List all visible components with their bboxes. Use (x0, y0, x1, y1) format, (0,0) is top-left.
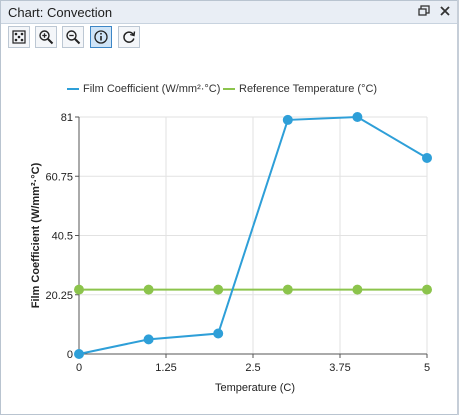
restore-window-icon[interactable] (416, 4, 432, 20)
data-point-film-coefficient[interactable] (352, 112, 363, 122)
x-tick-label: 1.25 (155, 362, 176, 374)
zoom-in-icon (39, 30, 54, 45)
data-point-reference-temperature[interactable] (74, 284, 84, 295)
data-point-film-coefficient[interactable] (143, 334, 154, 345)
panel-edge (457, 0, 459, 415)
chart-toolbar (1, 24, 458, 52)
data-point-film-coefficient[interactable] (213, 328, 224, 339)
legend-label-film: Film Coefficient (W/mm²·°C) (83, 83, 221, 95)
refresh-button[interactable] (118, 26, 140, 48)
close-icon[interactable] (437, 4, 453, 20)
window-title: Chart: Convection (8, 5, 113, 20)
window-titlebar[interactable]: Chart: Convection (1, 1, 458, 24)
data-point-reference-temperature[interactable] (143, 284, 154, 295)
x-tick-label: 5 (424, 362, 430, 374)
x-tick-label: 2.5 (245, 362, 260, 374)
zoom-out-button[interactable] (62, 26, 84, 48)
y-tick-label: 20.25 (45, 290, 73, 302)
x-tick-label: 0 (76, 362, 82, 374)
legend-swatch-film (67, 88, 79, 90)
zoom-in-button[interactable] (35, 26, 57, 48)
y-tick-label: 60.75 (45, 171, 73, 183)
data-point-film-coefficient[interactable] (74, 349, 84, 359)
data-point-film-coefficient[interactable] (282, 114, 293, 125)
info-icon (94, 30, 108, 44)
y-tick-label: 0 (67, 349, 73, 361)
legend-label-reference: Reference Temperature (°C) (239, 83, 378, 95)
legend-item-reference-temperature[interactable]: Reference Temperature (°C) (223, 83, 377, 95)
data-point-reference-temperature[interactable] (282, 284, 293, 295)
series-line-film-coefficient (78, 115, 428, 355)
data-point-film-coefficient[interactable] (422, 152, 432, 163)
data-point-reference-temperature[interactable] (352, 284, 363, 295)
zoom-out-icon (66, 30, 81, 45)
zoom-fit-icon (12, 30, 26, 44)
y-axis-title: Film Coefficient (W/mm²·°C) (30, 162, 42, 308)
data-point-reference-temperature[interactable] (422, 284, 432, 295)
y-tick-label: 81 (61, 112, 73, 124)
x-tick-label: 3.75 (329, 362, 350, 374)
zoom-fit-button[interactable] (8, 26, 30, 48)
y-tick-label: 40.5 (52, 231, 73, 243)
legend-item-film-coefficient[interactable]: Film Coefficient (W/mm²·°C) (67, 83, 220, 95)
data-point-reference-temperature[interactable] (213, 284, 224, 295)
legend-swatch-reference (223, 88, 235, 90)
info-button[interactable] (90, 26, 112, 48)
refresh-icon (123, 31, 136, 43)
x-axis-title: Temperature (C) (215, 382, 295, 394)
chart-legend: Film Coefficient (W/mm²·°C) Reference Te… (1, 83, 459, 99)
